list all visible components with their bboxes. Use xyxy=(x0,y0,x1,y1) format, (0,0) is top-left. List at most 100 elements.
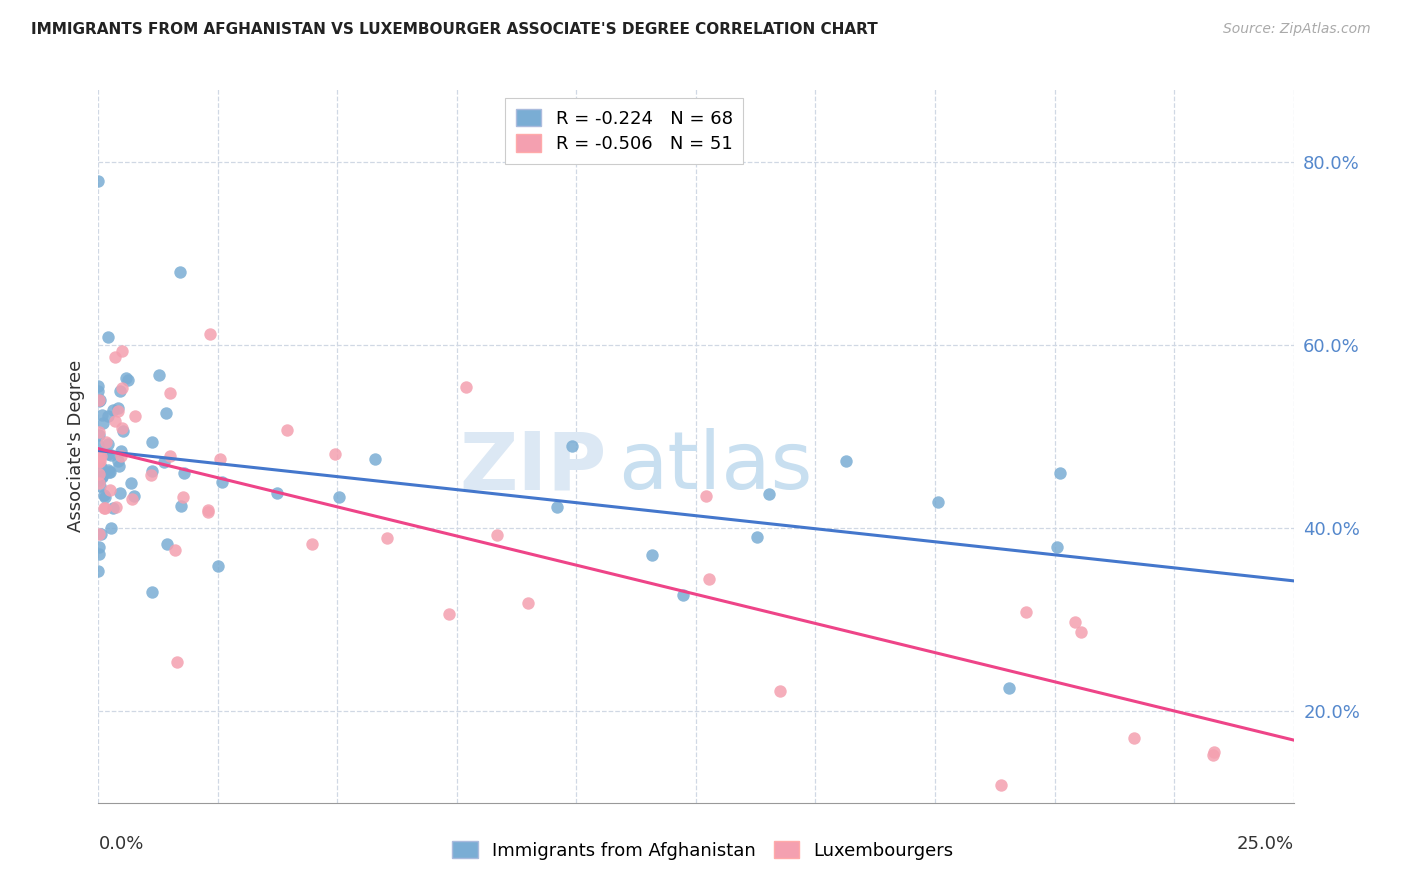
Point xyxy=(170,499,193,513)
Point xyxy=(87,455,110,469)
Point xyxy=(172,490,194,504)
Point xyxy=(166,655,188,669)
Point xyxy=(110,384,132,398)
Point xyxy=(276,423,298,437)
Point xyxy=(90,460,112,475)
Point xyxy=(94,490,117,504)
Point xyxy=(835,454,858,468)
Point xyxy=(101,403,124,417)
Point xyxy=(328,491,350,505)
Text: 0.0%: 0.0% xyxy=(98,835,143,853)
Point xyxy=(990,777,1012,791)
Point xyxy=(141,435,163,450)
Point xyxy=(110,449,132,463)
Point xyxy=(97,463,120,477)
Point xyxy=(159,386,181,401)
Point xyxy=(155,406,177,420)
Point xyxy=(1202,746,1225,760)
Point xyxy=(375,531,398,545)
Point xyxy=(107,404,129,418)
Legend: Immigrants from Afghanistan, Luxembourgers: Immigrants from Afghanistan, Luxembourge… xyxy=(446,834,960,867)
Point xyxy=(87,541,110,555)
Point xyxy=(108,486,131,500)
Point xyxy=(89,479,111,493)
Point xyxy=(1049,466,1071,480)
Point xyxy=(1123,731,1146,745)
Point xyxy=(91,416,114,430)
Point xyxy=(197,503,219,517)
Point xyxy=(695,489,717,503)
Point xyxy=(90,450,112,464)
Point xyxy=(108,459,131,474)
Point xyxy=(97,447,120,461)
Y-axis label: Associate's Degree: Associate's Degree xyxy=(66,359,84,533)
Point xyxy=(169,265,191,279)
Point xyxy=(159,449,181,463)
Point xyxy=(486,528,509,542)
Point xyxy=(89,392,111,407)
Point xyxy=(148,368,170,382)
Point xyxy=(672,588,695,602)
Point xyxy=(697,572,720,586)
Point xyxy=(90,526,112,541)
Point xyxy=(98,483,121,497)
Point xyxy=(91,469,114,483)
Point xyxy=(124,409,146,423)
Point xyxy=(927,495,949,509)
Point xyxy=(211,475,233,489)
Point xyxy=(1015,605,1038,619)
Point xyxy=(173,466,195,480)
Point xyxy=(121,492,143,507)
Text: Source: ZipAtlas.com: Source: ZipAtlas.com xyxy=(1223,22,1371,37)
Point xyxy=(87,378,110,392)
Point xyxy=(122,489,145,503)
Point xyxy=(89,449,111,463)
Point xyxy=(111,343,134,358)
Point xyxy=(94,434,117,449)
Point xyxy=(100,448,122,462)
Point xyxy=(156,537,179,551)
Point xyxy=(89,467,111,481)
Point xyxy=(207,558,229,573)
Point xyxy=(87,438,110,452)
Point xyxy=(89,392,111,407)
Point xyxy=(91,408,114,422)
Point xyxy=(208,451,231,466)
Point xyxy=(1046,540,1069,554)
Point xyxy=(111,381,134,395)
Point xyxy=(641,548,664,562)
Point xyxy=(97,330,120,344)
Point xyxy=(105,500,128,515)
Point xyxy=(89,427,111,442)
Point xyxy=(117,373,139,387)
Point xyxy=(101,500,124,515)
Point xyxy=(197,505,219,519)
Text: ZIP: ZIP xyxy=(460,428,606,507)
Point xyxy=(103,350,125,364)
Point xyxy=(115,371,138,385)
Point xyxy=(97,437,120,451)
Point xyxy=(93,488,115,502)
Text: atlas: atlas xyxy=(619,428,813,507)
Point xyxy=(87,473,110,487)
Point xyxy=(98,465,121,479)
Point xyxy=(1070,625,1092,640)
Point xyxy=(94,501,117,516)
Point xyxy=(112,424,135,438)
Point xyxy=(561,439,583,453)
Point xyxy=(745,530,768,544)
Point xyxy=(87,547,110,561)
Point xyxy=(1202,747,1225,762)
Point xyxy=(141,464,163,478)
Point xyxy=(516,596,538,610)
Point xyxy=(153,455,176,469)
Point xyxy=(98,465,121,479)
Point xyxy=(107,401,129,416)
Point xyxy=(89,526,111,541)
Point xyxy=(165,543,187,558)
Point xyxy=(110,444,132,458)
Point xyxy=(87,174,110,188)
Point xyxy=(266,485,288,500)
Point xyxy=(89,454,111,468)
Point xyxy=(87,384,110,398)
